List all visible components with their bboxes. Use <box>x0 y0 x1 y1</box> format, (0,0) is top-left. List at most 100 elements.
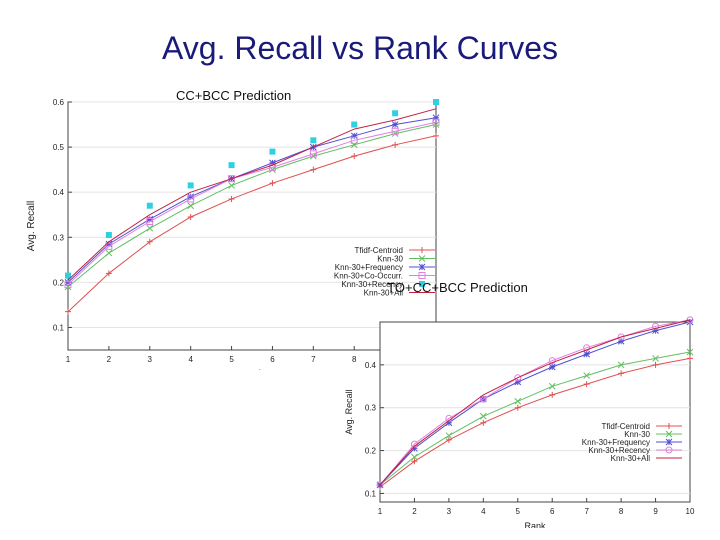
legend-label: Knn-30+Frequency <box>582 438 650 447</box>
legend-marker <box>419 281 425 287</box>
plot-frame <box>67 101 437 351</box>
series-knn-30-recency <box>376 316 694 489</box>
series-line <box>379 321 691 486</box>
data-point <box>549 391 556 398</box>
legend-label: Knn-30+All <box>364 289 404 298</box>
x-tick-label: 1 <box>66 355 71 364</box>
data-point <box>146 202 153 209</box>
x-tick-label: 8 <box>352 355 357 364</box>
x-tick-label: 3 <box>447 507 452 516</box>
chart-cc-bcc: CC+BCC Prediction 0.1 0.2 0.3 0.4 0.5 0.6 1 2 3 4 5… <box>26 88 441 370</box>
data-point <box>187 202 195 210</box>
y-tick-label: 0.5 <box>53 143 65 152</box>
data-point <box>445 432 453 439</box>
data-point <box>514 378 522 386</box>
series-line <box>379 319 691 486</box>
legend-label: Knn-30 <box>377 255 403 264</box>
data-point <box>309 150 317 158</box>
data-point <box>686 316 694 324</box>
data-point <box>351 121 358 128</box>
y-tick-label: 0.2 <box>365 447 377 456</box>
data-point <box>187 182 194 189</box>
y-tick-label: 0.3 <box>53 233 65 242</box>
x-tick-label: 7 <box>311 355 316 364</box>
data-point <box>514 397 522 405</box>
data-point <box>432 114 440 122</box>
data-point <box>618 370 625 377</box>
data-point <box>105 232 112 239</box>
data-point <box>652 355 659 362</box>
series-knn-30-all <box>379 319 691 486</box>
slide-title: Avg. Recall vs Rank Curves <box>162 30 558 66</box>
data-point <box>479 412 487 420</box>
data-point <box>583 372 591 379</box>
data-point <box>268 163 276 171</box>
data-point <box>433 99 439 105</box>
data-point <box>146 217 154 225</box>
data-point <box>514 374 522 382</box>
data-point <box>269 148 276 155</box>
plot-frame <box>379 321 691 503</box>
data-point <box>392 110 399 117</box>
data-point <box>445 419 453 427</box>
legend-marker <box>665 438 673 446</box>
legend-marker <box>665 430 673 438</box>
x-tick-label: 10 <box>686 507 695 516</box>
data-point <box>351 153 358 160</box>
y-tick-label: 0.4 <box>53 188 65 197</box>
x-tick-label: 7 <box>584 507 589 516</box>
y-tick-label: 0.1 <box>53 323 65 332</box>
data-point <box>548 363 556 371</box>
data-point <box>146 238 153 245</box>
data-point <box>432 118 440 126</box>
series-tfidf-centroid <box>65 132 439 315</box>
series-knn-30-all <box>67 108 437 281</box>
data-point <box>269 159 276 167</box>
legend-marker <box>665 446 673 454</box>
data-point <box>686 318 694 326</box>
data-point <box>187 213 194 220</box>
data-point <box>228 175 236 183</box>
legend-label: Knn-30+Recency <box>341 280 403 289</box>
data-point <box>687 355 693 362</box>
data-point <box>583 344 591 352</box>
x-tick-label: 4 <box>481 507 486 516</box>
data-point <box>187 193 195 201</box>
data-point <box>105 242 113 250</box>
data-point <box>686 348 694 356</box>
data-point <box>105 240 113 248</box>
data-point <box>583 350 591 358</box>
x-axis-label: Rank <box>524 521 546 528</box>
data-point <box>187 195 195 203</box>
y-tick-label: 0.3 <box>365 404 377 413</box>
legend-marker <box>418 263 426 271</box>
x-tick-label: 2 <box>412 507 417 516</box>
data-point <box>65 272 71 279</box>
data-point <box>548 382 556 390</box>
series-line <box>67 121 437 285</box>
series-line <box>67 108 437 281</box>
data-point <box>228 195 235 202</box>
data-point <box>269 180 276 187</box>
data-point <box>228 182 235 189</box>
data-point <box>617 361 625 369</box>
series-line <box>379 319 691 486</box>
data-point <box>64 281 72 289</box>
legend-marker <box>419 247 425 253</box>
data-point <box>411 445 418 452</box>
series-line <box>67 124 437 288</box>
data-point <box>376 481 384 489</box>
y-tick-label: 0.1 <box>365 489 377 498</box>
series-knn-30 <box>376 348 694 489</box>
data-point <box>411 458 418 465</box>
series-knn-30-recency <box>65 99 439 279</box>
x-tick-label: 6 <box>550 507 555 516</box>
y-tick-label: 0.6 <box>53 98 65 107</box>
legend-label: Knn-30+Co-Occurr. <box>334 272 403 281</box>
legend-label: Knn-30+All <box>611 454 651 463</box>
data-point <box>64 279 72 286</box>
chart-to-cc-bcc: TO+CC+BCC Prediction 0.1 0.2 0.3 0.4 1 2 3 4 5 6 7 8… <box>344 280 695 528</box>
data-point <box>445 436 452 443</box>
data-point <box>548 357 556 365</box>
x-tick-label: 4 <box>188 355 193 364</box>
